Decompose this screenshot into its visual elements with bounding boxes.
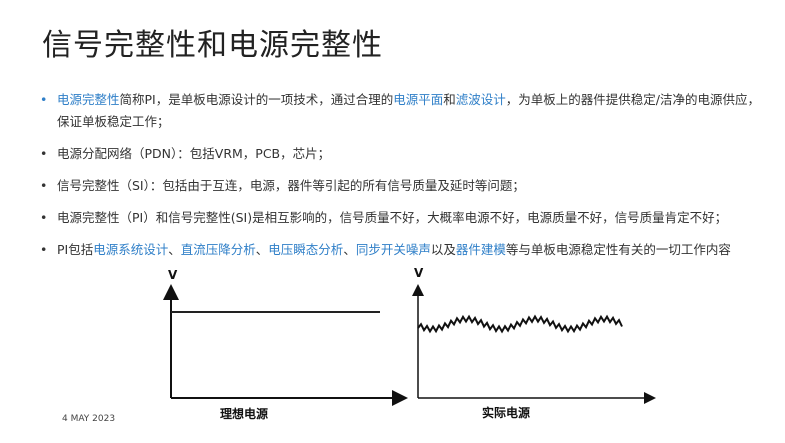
highlighted-term: 直流压降分析	[180, 242, 256, 257]
ideal-axis-label: V	[168, 268, 178, 282]
highlighted-term: 同步开关噪声	[355, 242, 431, 257]
bullet-text: ，为单板上的器件提供稳定/洁净的电源供应，保证单板稳定工作；	[57, 92, 761, 129]
ideal-power-diagram: V 理想电源	[163, 268, 408, 421]
bullet-item: • 电源分配网络（PDN）：包括VRM，PCB，芯片；	[40, 143, 765, 165]
actual-axis-label: V	[414, 266, 424, 280]
bullet-text: PI包括	[57, 242, 94, 257]
bullet-list: • 电源完整性简称PI，是单板电源设计的一项技术，通过合理的电源平面和滤波设计，为…	[40, 89, 765, 271]
highlighted-term: 滤波设计	[455, 92, 506, 107]
bullet-text: 电源完整性（PI）和信号完整性(SI)是相互影响的，信号质量不好，大概率电源不好…	[57, 210, 728, 225]
highlighted-term: 器件建模	[455, 242, 506, 257]
bullet-text: 、	[343, 242, 356, 257]
bullet-text: 、	[168, 242, 181, 257]
bullet-item: • 电源完整性（PI）和信号完整性(SI)是相互影响的，信号质量不好，大概率电源不…	[40, 207, 765, 229]
bullet-dot-icon: •	[40, 92, 48, 107]
bullet-text: 信号完整性（SI）：包括由于互连，电源，器件等引起的所有信号质量及延时等问题；	[57, 178, 525, 193]
bullet-text: 简称PI，是单板电源设计的一项技术，通过合理的	[119, 92, 394, 107]
bullet-text: 电源分配网络（PDN）：包括VRM，PCB，芯片；	[57, 146, 331, 161]
actual-voltage-noise-line	[417, 314, 623, 334]
ideal-caption: 理想电源	[220, 406, 268, 421]
bullet-dot-icon: •	[40, 210, 48, 225]
bullet-text: 、	[255, 242, 269, 257]
actual-power-diagram: V 实际电源	[412, 266, 656, 420]
bullet-dot-icon: •	[40, 178, 48, 193]
bullet-text: 以及	[430, 242, 456, 257]
footer-date: 4 MAY 2023	[62, 414, 116, 424]
highlighted-term: 电源系统设计	[93, 242, 169, 257]
highlighted-term: 电源完整性	[57, 92, 120, 107]
highlighted-term: 电压瞬态分析	[268, 242, 344, 257]
highlighted-term: 电源平面	[393, 92, 444, 107]
bullet-item: • PI包括电源系统设计、直流压降分析、电压瞬态分析、同步开关噪声以及器件建模等与…	[40, 239, 765, 261]
bullet-dot-icon: •	[40, 146, 48, 161]
bullet-item: • 信号完整性（SI）：包括由于互连，电源，器件等引起的所有信号质量及延时等问题；	[40, 175, 765, 197]
bullet-text: 和	[443, 92, 456, 107]
bullet-dot-icon: •	[40, 242, 48, 257]
bullet-item: • 电源完整性简称PI，是单板电源设计的一项技术，通过合理的电源平面和滤波设计，为…	[40, 89, 765, 133]
bullet-text: 等与单板电源稳定性有关的一切工作内容	[505, 242, 731, 257]
slide-title: 信号完整性和电源完整性	[42, 28, 383, 63]
actual-caption: 实际电源	[482, 405, 530, 420]
